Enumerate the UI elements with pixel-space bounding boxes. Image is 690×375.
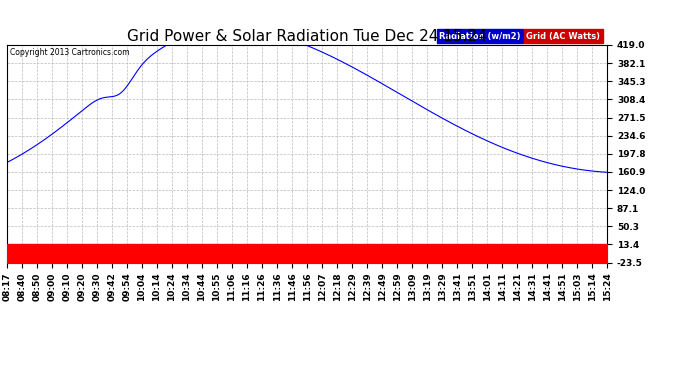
Text: Grid (AC Watts): Grid (AC Watts) [526,32,600,41]
Text: Copyright 2013 Cartronics.com: Copyright 2013 Cartronics.com [10,48,130,57]
Text: Radiation (w/m2): Radiation (w/m2) [439,32,521,41]
Title: Grid Power & Solar Radiation Tue Dec 24 15:24: Grid Power & Solar Radiation Tue Dec 24 … [127,29,487,44]
